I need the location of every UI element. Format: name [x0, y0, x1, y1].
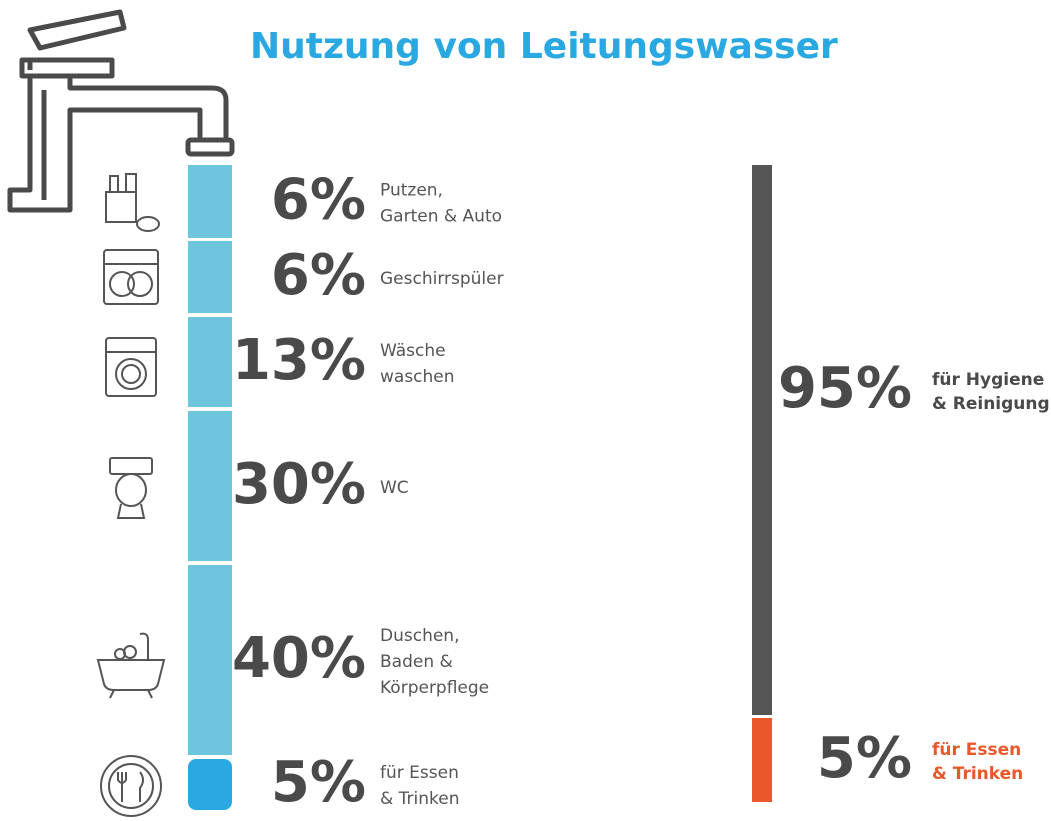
summary-label: & Reinigung [932, 394, 1050, 414]
usage-label: Körperpflege [380, 678, 489, 698]
usage-label: Duschen, [380, 626, 459, 646]
cleaning-icon [106, 174, 159, 231]
usage-segment [188, 165, 232, 238]
usage-label: Wäsche [380, 341, 446, 361]
usage-percent: 6% [271, 168, 366, 233]
summary-percent: 95% [778, 356, 912, 421]
toilet-icon [110, 458, 152, 518]
usage-label: Putzen, [380, 181, 443, 201]
title: Nutzung von Leitungswasser [250, 26, 838, 67]
dining-icon [101, 756, 161, 816]
usage-label: Geschirrspüler [380, 269, 504, 289]
summary-percent: 5% [817, 726, 912, 791]
usage-label: Baden & [380, 652, 453, 672]
washing-machine-icon [106, 338, 156, 396]
usage-percent: 30% [232, 452, 366, 517]
usage-percent: 13% [232, 328, 366, 393]
infographic: Nutzung von Leitungswasser 6% Putzen, Gart… [0, 0, 1051, 821]
usage-segment [188, 565, 232, 755]
summary-label: & Trinken [932, 764, 1023, 784]
usage-percent: 6% [271, 243, 366, 308]
usage-segment [188, 317, 232, 407]
usage-label: WC [380, 478, 409, 498]
usage-label: Garten & Auto [380, 207, 502, 227]
usage-label: waschen [380, 367, 455, 387]
usage-segment [188, 241, 232, 313]
summary-segment [752, 165, 772, 715]
usage-label: & Trinken [380, 789, 460, 809]
summary-label: für Hygiene [932, 370, 1044, 390]
usage-label: für Essen [380, 763, 459, 783]
dishwasher-icon [104, 250, 158, 304]
bathtub-icon [98, 634, 164, 698]
usage-percent: 40% [232, 626, 366, 691]
summary-label: für Essen [932, 740, 1021, 760]
usage-segment [188, 759, 232, 810]
usage-segment [188, 411, 232, 561]
summary-segment [752, 718, 772, 802]
usage-percent: 5% [271, 750, 366, 815]
